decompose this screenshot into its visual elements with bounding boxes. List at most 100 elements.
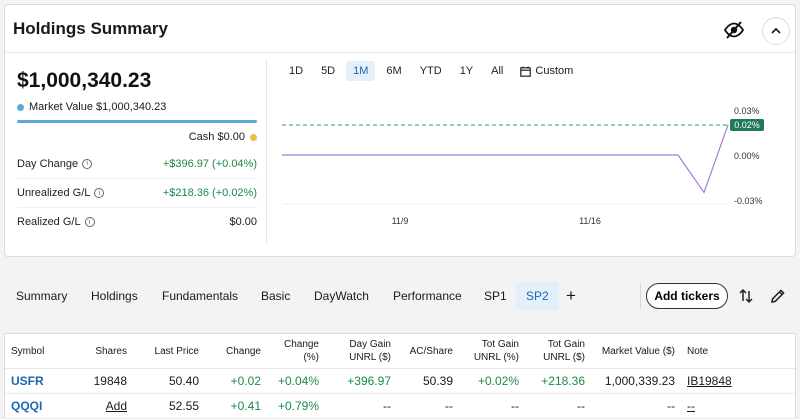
tab-basic[interactable]: Basic [261, 289, 291, 303]
table-row[interactable]: QQQI Add 52.55 +0.41 +0.79% -- -- -- -- … [5, 393, 795, 419]
stat-label: Day Change [17, 157, 79, 170]
stat-row-unrealized: Unrealized G/L i +$218.36 (+0.02%) [17, 178, 257, 207]
holdings-table: Symbol Shares Last Price Change Change (… [4, 333, 796, 419]
symbol-link[interactable]: USFR [5, 368, 65, 394]
y-tick-label: -0.03% [734, 196, 763, 206]
range-selector: 1D 5D 1M 6M YTD 1Y All Custom [282, 61, 579, 81]
cell-tot-gain: -- [525, 393, 591, 419]
range-ytd[interactable]: YTD [419, 65, 442, 77]
range-all[interactable]: All [491, 65, 504, 77]
stat-label: Realized G/L [17, 216, 81, 228]
col-header[interactable]: Shares [65, 334, 133, 369]
view-tabs: Summary Holdings Fundamentals Basic DayW… [0, 282, 800, 310]
col-header[interactable]: Last Price [133, 334, 205, 369]
col-header[interactable]: Day Gain UNRL ($) [325, 334, 397, 369]
tab-divider [640, 284, 641, 308]
range-1y[interactable]: 1Y [459, 65, 474, 77]
cell-change: +0.02 [205, 368, 267, 394]
card-header: Holdings Summary [5, 5, 795, 53]
note-link[interactable]: IB19848 [687, 374, 732, 388]
cell-note[interactable]: IB19848 [681, 368, 795, 394]
x-tick-label: 11/16 [579, 216, 601, 226]
stat-value: +$218.36 (+0.02%) [162, 187, 257, 199]
cell-ac-share: 50.39 [397, 368, 459, 394]
col-header[interactable]: Change [205, 334, 267, 369]
hide-values-icon[interactable] [723, 19, 745, 41]
col-header[interactable]: Tot Gain UNRL (%) [459, 334, 525, 369]
col-header[interactable]: AC/Share [397, 334, 459, 369]
current-value-badge [730, 119, 764, 131]
col-header[interactable]: Note [681, 334, 795, 369]
edit-pencil-icon[interactable] [769, 287, 787, 305]
cash-row: Cash $0.00 [17, 131, 257, 143]
y-tick-label: 0.00% [734, 151, 760, 161]
cash-label: Cash $0.00 [188, 131, 245, 143]
col-header[interactable]: Change (%) [267, 334, 325, 369]
col-header[interactable]: Market Value ($) [591, 334, 681, 369]
range-1m[interactable]: 1M [346, 61, 376, 81]
market-value-row: Market Value $1,000,340.23 [17, 101, 257, 113]
total-value: $1,000,340.23 [17, 69, 152, 92]
stats-list: Day Change i +$396.97 (+0.04%) Unrealized… [17, 149, 257, 236]
market-value-label: Market Value $1,000,340.23 [29, 101, 167, 113]
performance-chart: 0.03% 0.00% -0.03% 11/9 11/16 0.02% [282, 106, 764, 226]
tab-sp1[interactable]: SP1 [484, 289, 507, 303]
cell-change-pct: +0.79% [267, 393, 325, 419]
calendar-icon [520, 66, 532, 77]
stat-row-realized: Realized G/L i $0.00 [17, 207, 257, 236]
col-header[interactable]: Symbol [5, 334, 65, 369]
table-header-row: Symbol Shares Last Price Change Change (… [5, 334, 795, 369]
cell-day-gain: +396.97 [325, 368, 397, 394]
add-shares-link[interactable]: Add [105, 399, 127, 413]
range-1d[interactable]: 1D [289, 65, 304, 77]
tab-holdings[interactable]: Holdings [91, 289, 138, 303]
range-5d[interactable]: 5D [321, 65, 336, 77]
chevron-up-icon [771, 27, 781, 34]
stat-value: +$396.97 (+0.04%) [162, 157, 257, 170]
info-icon[interactable]: i [94, 188, 105, 198]
range-custom[interactable]: Custom [514, 61, 579, 81]
panel-divider [266, 60, 267, 243]
holdings-summary-card: Holdings Summary $1,000,340.23 Market Va… [4, 4, 796, 257]
card-title: Holdings Summary [13, 19, 168, 38]
cell-market-value: 1,000,339.23 [591, 368, 681, 394]
table-row[interactable]: USFR 19848 50.40 +0.02 +0.04% +396.97 50… [5, 368, 795, 394]
tab-sp2[interactable]: SP2 [516, 282, 559, 310]
stat-label: Unrealized G/L [17, 187, 91, 199]
cell-note[interactable]: -- [681, 393, 795, 419]
cell-last-price: 52.55 [133, 393, 205, 419]
x-tick-label: 11/9 [392, 216, 409, 226]
series-line [282, 124, 729, 194]
custom-label: Custom [535, 65, 574, 77]
add-tickers-button[interactable]: Add tickers [646, 283, 728, 309]
y-tick-label: 0.03% [734, 106, 760, 116]
cell-last-price: 50.40 [133, 368, 205, 394]
summary-panel: $1,000,340.23 Market Value $1,000,340.23… [17, 61, 257, 236]
cell-shares[interactable]: Add [65, 393, 133, 419]
tab-daywatch[interactable]: DayWatch [314, 289, 369, 303]
market-value-legend-dot [17, 103, 24, 111]
stat-value: $0.00 [229, 216, 257, 228]
info-icon[interactable]: i [84, 217, 95, 227]
note-link[interactable]: -- [687, 399, 695, 413]
current-value-label: 0.02% [734, 120, 760, 130]
tab-fundamentals[interactable]: Fundamentals [162, 289, 239, 303]
range-6m[interactable]: 6M [386, 65, 402, 77]
cell-tot-gain-pct: -- [459, 393, 525, 419]
symbol-link[interactable]: QQQI [5, 393, 65, 419]
market-value-bar [17, 120, 257, 123]
cell-tot-gain: +218.36 [525, 368, 591, 394]
tab-summary[interactable]: Summary [16, 289, 68, 303]
cell-shares: 19848 [65, 368, 133, 394]
cell-market-value: -- [591, 393, 681, 419]
tab-performance[interactable]: Performance [393, 289, 462, 303]
cell-tot-gain-pct: +0.02% [459, 368, 525, 394]
cell-change-pct: +0.04% [267, 368, 325, 394]
add-tab-icon[interactable]: + [566, 286, 576, 305]
sort-icon[interactable] [737, 287, 755, 305]
cell-change: +0.41 [205, 393, 267, 419]
info-icon[interactable]: i [82, 158, 93, 169]
col-header[interactable]: Tot Gain UNRL ($) [525, 334, 591, 369]
cell-day-gain: -- [325, 393, 397, 419]
collapse-button[interactable] [762, 17, 790, 45]
